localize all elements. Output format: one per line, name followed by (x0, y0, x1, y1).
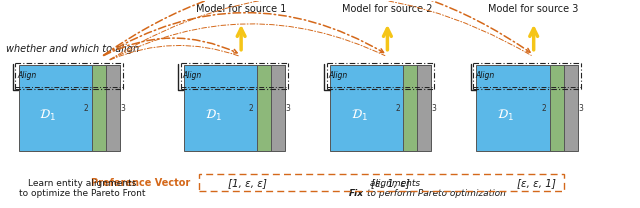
Text: 2: 2 (83, 104, 88, 113)
Bar (504, 65, 577, 151)
Bar (330, 65, 403, 151)
FancyArrowPatch shape (104, 0, 530, 55)
Bar (47, 65, 120, 104)
Bar (504, 65, 577, 104)
Text: 3: 3 (578, 104, 583, 113)
Bar (490, 65, 564, 151)
Text: Learn entity alignments
to optimize the Pareto Front: Learn entity alignments to optimize the … (19, 179, 145, 198)
Text: Model for source 1: Model for source 1 (196, 4, 286, 15)
FancyArrowPatch shape (104, 13, 383, 55)
Text: Fix: Fix (349, 189, 364, 198)
Text: $\mathcal{D}_1$: $\mathcal{D}_1$ (351, 108, 368, 123)
Text: [ε, 1, ε]: [ε, 1, ε] (371, 178, 410, 188)
Bar (184, 65, 257, 151)
Text: 3: 3 (120, 104, 125, 113)
Text: Model for source 2: Model for source 2 (342, 4, 433, 15)
Text: 2: 2 (249, 104, 253, 113)
Bar (212, 65, 285, 104)
Text: Model for source 3: Model for source 3 (488, 4, 579, 15)
Text: [ε, ε, 1]: [ε, ε, 1] (517, 178, 556, 188)
Text: Preference Vector: Preference Vector (91, 178, 190, 188)
Text: Align: Align (475, 71, 495, 80)
Text: $\mathcal{D}_1$: $\mathcal{D}_1$ (39, 108, 56, 123)
Text: 3: 3 (285, 104, 291, 113)
Bar (33, 65, 106, 151)
Text: $\mathcal{D}_1$: $\mathcal{D}_1$ (205, 108, 221, 123)
FancyArrowPatch shape (110, 0, 531, 59)
FancyArrowPatch shape (110, 24, 385, 60)
Bar (344, 65, 417, 151)
Bar (19, 65, 92, 151)
Bar (476, 65, 550, 151)
Bar (358, 65, 431, 151)
Text: 3: 3 (431, 104, 436, 113)
Text: $\mathcal{D}_1$: $\mathcal{D}_1$ (497, 108, 514, 123)
Text: Align: Align (329, 71, 348, 80)
Text: Align: Align (182, 71, 202, 80)
Bar (47, 65, 120, 151)
Text: 2: 2 (395, 104, 400, 113)
Bar (358, 65, 431, 104)
FancyArrowPatch shape (110, 45, 239, 60)
Text: [1, ε, ε]: [1, ε, ε] (228, 178, 267, 188)
Text: Align: Align (17, 71, 36, 80)
Text: 2: 2 (541, 104, 546, 113)
Bar (212, 65, 285, 151)
Text: whether and which to align: whether and which to align (6, 44, 139, 54)
Bar (198, 174, 564, 191)
FancyArrowPatch shape (104, 38, 237, 56)
Bar (198, 65, 271, 151)
Text: alignments
to perform Pareto optimization: alignments to perform Pareto optimizatio… (367, 179, 506, 198)
